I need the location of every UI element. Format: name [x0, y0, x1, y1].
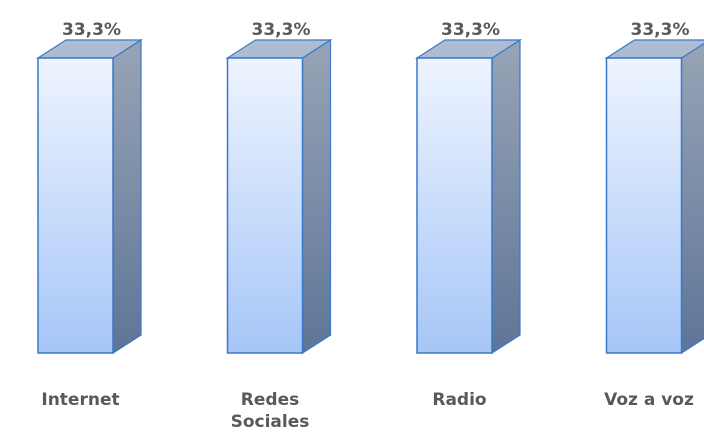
- bar-side: [491, 38, 521, 355]
- bar-side: [112, 38, 142, 355]
- value-label: 33,3%: [252, 20, 311, 40]
- bar-side: [301, 38, 332, 355]
- category-label: Internet: [41, 390, 120, 410]
- value-label: 33,3%: [441, 20, 500, 40]
- bar-side: [680, 42, 704, 355]
- value-label: 33,3%: [62, 20, 121, 40]
- category-label: Radio: [432, 390, 487, 410]
- bar: [416, 57, 493, 354]
- category-label: Redes Sociales: [230, 390, 310, 432]
- bar: [37, 57, 114, 354]
- bar: [226, 57, 304, 354]
- bar: [605, 57, 683, 354]
- category-label: Voz a voz: [604, 390, 694, 410]
- value-label: 33,3%: [631, 20, 690, 40]
